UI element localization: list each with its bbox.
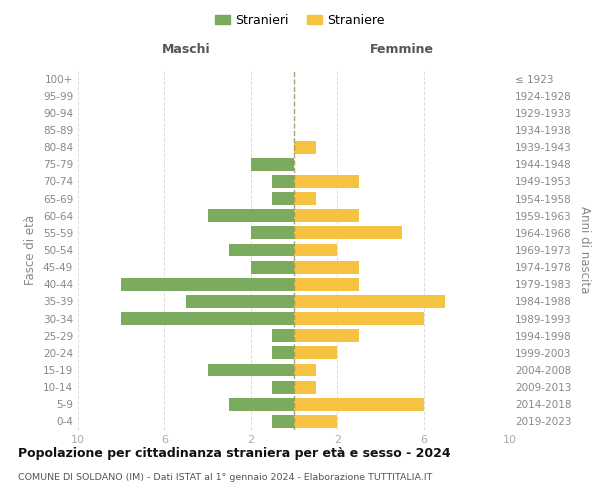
Bar bbox=[186, 295, 294, 308]
Bar bbox=[294, 210, 359, 222]
Y-axis label: Fasce di età: Fasce di età bbox=[25, 215, 37, 285]
Bar bbox=[294, 140, 316, 153]
Bar bbox=[294, 364, 316, 376]
Bar bbox=[251, 158, 294, 170]
Bar bbox=[121, 312, 294, 325]
Bar bbox=[294, 312, 424, 325]
Bar bbox=[294, 330, 359, 342]
Bar bbox=[272, 380, 294, 394]
Bar bbox=[294, 295, 445, 308]
Bar bbox=[294, 260, 359, 274]
Bar bbox=[294, 346, 337, 360]
Bar bbox=[208, 210, 294, 222]
Legend: Stranieri, Straniere: Stranieri, Straniere bbox=[210, 8, 390, 32]
Bar bbox=[294, 415, 337, 428]
Bar bbox=[294, 278, 359, 290]
Bar bbox=[294, 380, 316, 394]
Bar bbox=[294, 226, 402, 239]
Text: Femmine: Femmine bbox=[370, 42, 434, 56]
Bar bbox=[272, 175, 294, 188]
Bar bbox=[294, 192, 316, 205]
Bar bbox=[294, 175, 359, 188]
Bar bbox=[294, 398, 424, 410]
Text: COMUNE DI SOLDANO (IM) - Dati ISTAT al 1° gennaio 2024 - Elaborazione TUTTITALIA: COMUNE DI SOLDANO (IM) - Dati ISTAT al 1… bbox=[18, 472, 433, 482]
Bar bbox=[272, 346, 294, 360]
Bar bbox=[272, 330, 294, 342]
Bar bbox=[272, 415, 294, 428]
Text: Maschi: Maschi bbox=[161, 42, 211, 56]
Bar bbox=[208, 364, 294, 376]
Bar bbox=[251, 260, 294, 274]
Text: Popolazione per cittadinanza straniera per età e sesso - 2024: Popolazione per cittadinanza straniera p… bbox=[18, 448, 451, 460]
Bar bbox=[251, 226, 294, 239]
Y-axis label: Anni di nascita: Anni di nascita bbox=[578, 206, 591, 294]
Bar bbox=[294, 244, 337, 256]
Bar bbox=[229, 398, 294, 410]
Bar bbox=[229, 244, 294, 256]
Bar bbox=[121, 278, 294, 290]
Bar bbox=[272, 192, 294, 205]
